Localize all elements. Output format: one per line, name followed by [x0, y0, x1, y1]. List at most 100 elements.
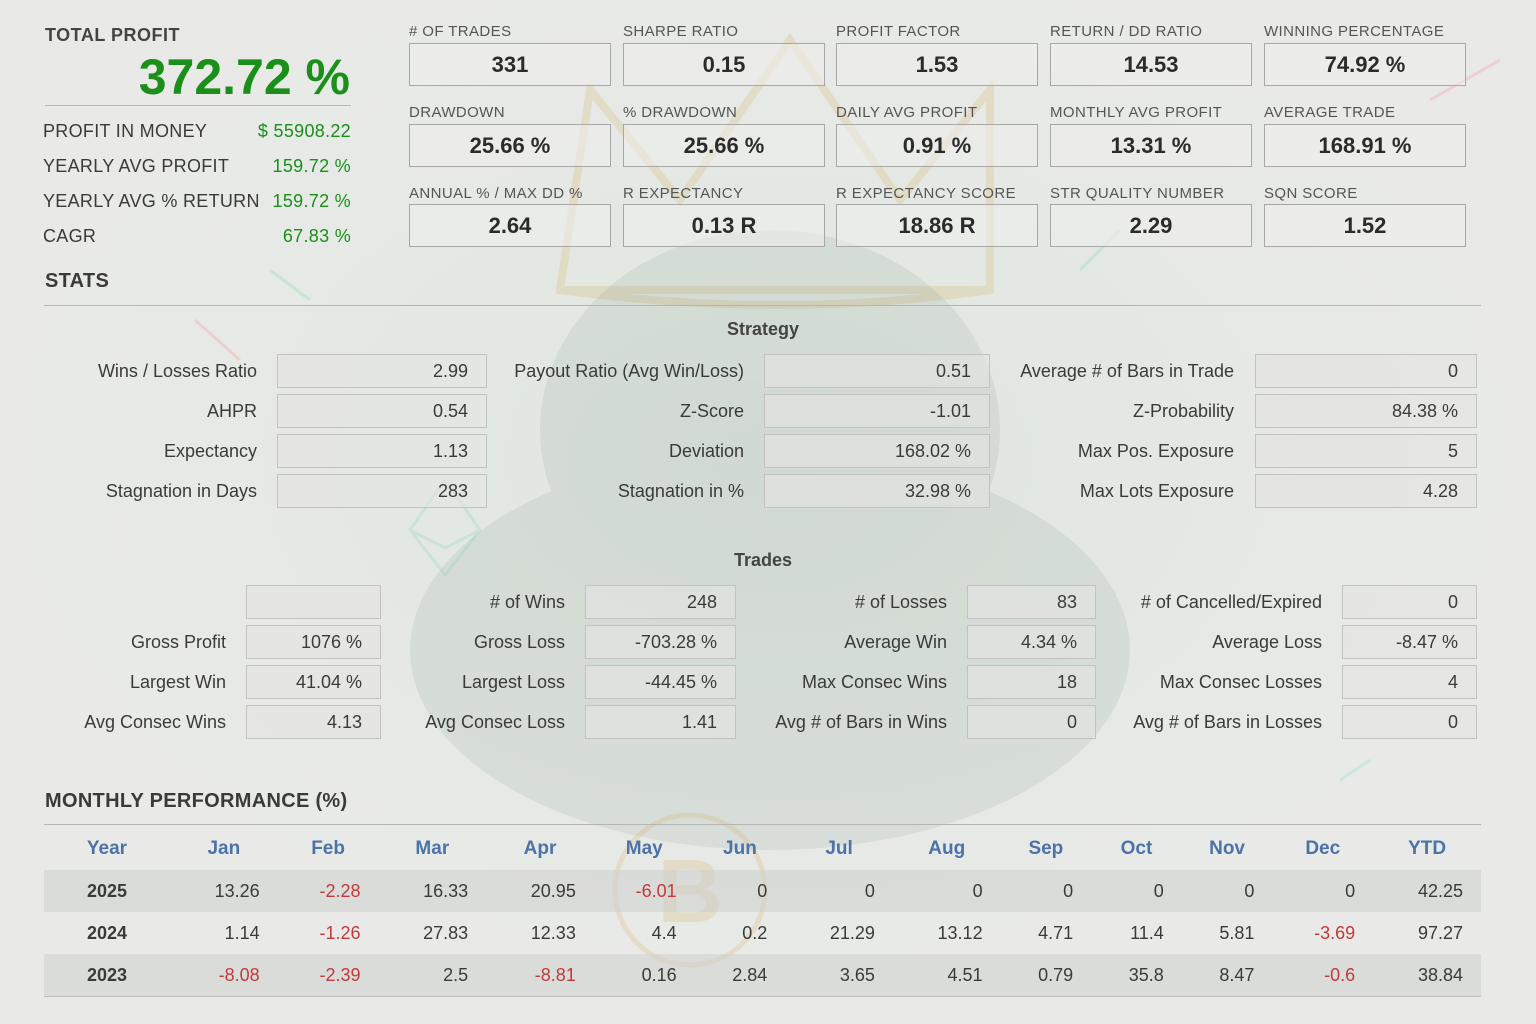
- ethereum-icon: [408, 477, 482, 578]
- table-cell: 27.83: [423, 922, 469, 943]
- trades-value: -703.28 %: [585, 625, 736, 659]
- table-cell-year: 2024: [86, 922, 128, 943]
- table-cell: 0.16: [593, 954, 695, 997]
- metric-label: # OF TRADES: [409, 23, 512, 40]
- table-cell: 11.4: [1130, 922, 1164, 943]
- metric-label: DAILY AVG PROFIT: [836, 104, 978, 121]
- table-cell: 0.79: [1000, 954, 1092, 997]
- strategy-value: 2.99: [277, 354, 487, 388]
- strategy-value: 4.28: [1255, 474, 1477, 508]
- table-cell: 0: [1091, 870, 1182, 912]
- metric-value-return-dd: 14.53: [1050, 43, 1252, 86]
- metric-value-profit-factor: 1.53: [836, 43, 1038, 86]
- monthly-header-row: Year Jan Feb Mar Apr May Jun Jul Aug Sep…: [44, 828, 1481, 870]
- metric-value-avg-trade: 168.91 %: [1264, 124, 1466, 167]
- strategy-label: Stagnation in %: [617, 481, 744, 501]
- trades-label: Gross Profit: [130, 632, 226, 652]
- summary-value: 159.72 %: [272, 191, 351, 211]
- table-cell: 4.51: [892, 954, 1001, 997]
- table-cell: 0: [694, 870, 786, 912]
- table-cell: 12.33: [530, 922, 576, 943]
- summary-label: YEARLY AVG % RETURN: [43, 191, 260, 211]
- gorilla-silhouette-icon: [410, 230, 1130, 850]
- col-header: Feb: [311, 838, 345, 859]
- table-cell-ytd: 97.27: [1417, 922, 1463, 943]
- trades-value: -44.45 %: [585, 665, 736, 699]
- summary-label: CAGR: [43, 226, 97, 246]
- trades-label: Average Loss: [1212, 632, 1322, 652]
- table-cell: 8.47: [1181, 954, 1273, 997]
- table-cell: 0: [785, 870, 893, 912]
- summary-row-profit-money: PROFIT IN MONEY $ 55908.22: [43, 121, 351, 142]
- table-cell: 0: [892, 870, 1001, 912]
- strategy-value: 0.51: [764, 354, 990, 388]
- strategy-value: -1.01: [764, 394, 990, 428]
- table-cell: 0: [1000, 870, 1092, 912]
- trades-value: 4: [1342, 665, 1477, 699]
- table-cell: -0.6: [1272, 954, 1374, 997]
- total-profit-label: TOTAL PROFIT: [45, 25, 180, 45]
- table-cell: 4.4: [651, 922, 677, 943]
- table-cell: 35.8: [1091, 954, 1182, 997]
- metric-value-drawdown: 25.66 %: [409, 124, 611, 167]
- strategy-value: 0: [1255, 354, 1477, 388]
- strategy-label: Average # of Bars in Trade: [1020, 361, 1234, 381]
- trades-value: 83: [967, 585, 1096, 619]
- total-profit-value: 372.72 %: [138, 49, 350, 105]
- metric-label: ANNUAL % / MAX DD %: [409, 185, 583, 202]
- summary-divider: [45, 105, 351, 106]
- trades-label: # of Cancelled/Expired: [1140, 592, 1322, 612]
- trades-label: Max Consec Wins: [801, 672, 947, 692]
- metric-label: MONTHLY AVG PROFIT: [1050, 104, 1223, 121]
- metric-value-pct-drawdown: 25.66 %: [623, 124, 825, 167]
- metric-label: R EXPECTANCY: [623, 185, 744, 202]
- strategy-label: Payout Ratio (Avg Win/Loss): [514, 361, 744, 381]
- strategy-label: Z-Probability: [1132, 401, 1234, 421]
- stats-title: STATS: [45, 270, 110, 292]
- trades-value: 41.04 %: [246, 665, 381, 699]
- table-row: 2023 -8.08 -2.39 2.5 -8.81 0.16 2.84 3.6…: [44, 954, 1481, 997]
- strategy-value: 283: [277, 474, 487, 508]
- metric-value-sharpe: 0.15: [623, 43, 825, 86]
- strategy-label: Z-Score: [679, 401, 744, 421]
- col-header: Year: [86, 838, 128, 859]
- table-cell: 16.33: [378, 870, 487, 912]
- strategy-label: AHPR: [206, 401, 257, 421]
- metric-value-monthly-avg: 13.31 %: [1050, 124, 1252, 167]
- strategy-label: Wins / Losses Ratio: [97, 361, 257, 381]
- metric-label: RETURN / DD RATIO: [1050, 23, 1203, 40]
- metric-value-r-expectancy-score: 18.86 R: [836, 204, 1038, 247]
- table-cell: -8.08: [170, 954, 278, 997]
- monthly-performance-title: MONTHLY PERFORMANCE (%): [45, 790, 348, 812]
- table-cell: -6.01: [593, 870, 695, 912]
- trades-label: Avg Consec Loss: [425, 712, 565, 732]
- table-cell: 4.71: [1038, 922, 1074, 943]
- strategy-label: Expectancy: [163, 441, 257, 461]
- table-cell: 1.14: [224, 922, 260, 943]
- strategy-value: 5: [1255, 434, 1477, 468]
- strategy-label: Deviation: [668, 441, 744, 461]
- table-cell: -2.39: [277, 954, 379, 997]
- metric-value-r-expectancy: 0.13 R: [623, 204, 825, 247]
- table-cell: 0: [1181, 870, 1273, 912]
- summary-value: 159.72 %: [272, 156, 351, 176]
- table-cell: 20.95: [486, 870, 594, 912]
- monthly-divider: [44, 824, 1481, 825]
- trades-value: 18: [967, 665, 1096, 699]
- trades-label: Largest Win: [129, 672, 226, 692]
- trades-value: [246, 585, 381, 619]
- table-cell-year: 2025: [44, 870, 170, 912]
- trades-value: 0: [1342, 585, 1477, 619]
- trades-label: Gross Loss: [473, 632, 565, 652]
- metric-label: R EXPECTANCY SCORE: [836, 185, 1017, 202]
- summary-row-yearly-avg-profit: YEARLY AVG PROFIT 159.72 %: [43, 156, 351, 177]
- metric-label: % DRAWDOWN: [623, 104, 738, 121]
- trades-label: Avg # of Bars in Wins: [775, 712, 947, 732]
- metric-value-daily-avg: 0.91 %: [836, 124, 1038, 167]
- col-header: Nov: [1209, 838, 1246, 859]
- col-header: Oct: [1120, 838, 1153, 859]
- summary-row-cagr: CAGR 67.83 %: [43, 226, 351, 247]
- trades-label: # of Losses: [854, 592, 947, 612]
- summary-label: YEARLY AVG PROFIT: [43, 156, 230, 176]
